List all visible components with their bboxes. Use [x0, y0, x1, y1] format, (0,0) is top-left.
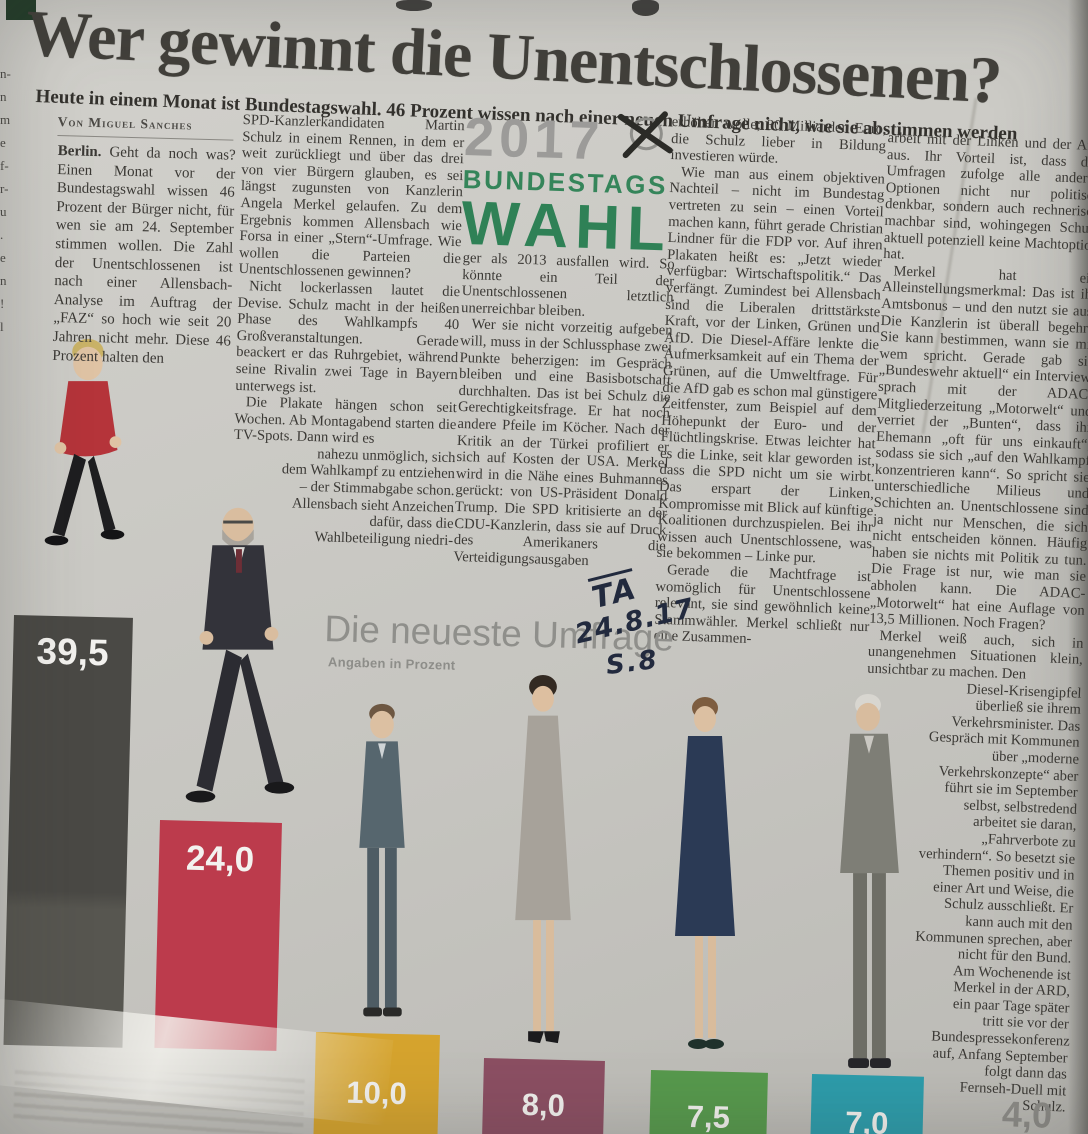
photo-schulz-walking [185, 507, 295, 803]
fragment: n [0, 273, 7, 288]
fragment: ! [0, 296, 5, 311]
chart-subtitle: Angaben in Prozent [327, 654, 456, 673]
poll-bar-wagenknecht: 8,0 [481, 1058, 605, 1134]
article-column-4: erhöhen wolle; 30 Milliarden Euro, die S… [653, 114, 886, 652]
fragment: n [0, 89, 7, 104]
fragment: l [0, 319, 4, 334]
paragraph: erhöhen wolle; 30 Milliarden Euro, die S… [670, 114, 887, 167]
photo-lindner-standing [359, 703, 405, 1017]
poll-bar-goering-eckardt: 7,5 [649, 1070, 768, 1134]
ballot-x-icon [617, 111, 673, 159]
cut-glyph-fragment [632, 0, 659, 16]
article-column-2: SPD-Kanzlerkandidaten Martin Schulz in e… [231, 112, 465, 549]
paragraph: Wie man aus einem objektiven Nachteil – … [656, 164, 886, 567]
photo-woman-blue-dress [675, 697, 735, 1049]
paragraph: Merkel hat ein Alleinstellungsmerkmal: D… [868, 263, 1088, 634]
dateline: Berlin. [57, 142, 102, 161]
fragment: u [0, 204, 7, 219]
paragraph-wrapped-around-photo: nahezu unmöglich, sich dem Wahlkampf zu … [281, 446, 456, 549]
paragraph: Nicht lockerlassen lautet die Devise. Sc… [235, 278, 461, 396]
photo-merkel-walking [44, 338, 125, 546]
paragraph: arbeit mit der Linken und der AfD aus. I… [882, 130, 1088, 263]
partial-bar-value-cut-off: 4,0 [1001, 1093, 1053, 1134]
paragraph: Berlin. Geht da noch was? Einen Monat vo… [52, 142, 236, 370]
paragraph: Die Plakate hängen schon seit Wochen. Ab… [233, 394, 458, 448]
cut-column-fragments: n- n m e f- r- u . e n ! l [0, 62, 15, 338]
handwritten-page-ref: S.8 [604, 644, 661, 682]
article-column-1: Berlin. Geht da noch was? Einen Monat vo… [52, 142, 236, 370]
fragment: . [0, 227, 4, 242]
page-edge-shadow [1068, 0, 1088, 1134]
paragraph: Wer sie nicht vorzeitig aufgeben will, m… [453, 316, 673, 569]
paragraph-wrapped-around-photo: Am Wochenende ist Merkel in der ARD, ein… [930, 962, 1071, 1116]
bar-value: 8,0 [521, 1086, 566, 1123]
fragment: m [0, 112, 11, 127]
corner-logo-fragment [6, 0, 36, 20]
photo-gauland-standing [840, 693, 899, 1069]
fragment: e [0, 135, 6, 150]
article-column-3: ger als 2013 ausfallen wird. So könnte e… [453, 250, 675, 572]
bar-value: 7,5 [686, 1098, 731, 1134]
paragraph: SPD-Kanzlerkandidaten Martin Schulz in e… [238, 112, 465, 283]
byline: Von Miguel Sanches [57, 114, 234, 141]
paragraph: ger als 2013 ausfallen wird. So könnte e… [460, 250, 675, 320]
fragment: r- [0, 181, 9, 196]
paragraph: Merkel weiß auch, sich in unangenehmen S… [867, 627, 1084, 683]
article-column-5: arbeit mit der Linken und der AfD aus. I… [850, 130, 1088, 1117]
paragraph-text: Geht da noch was? Einen Monat vor der Bu… [52, 144, 236, 367]
fragment: n- [0, 66, 11, 81]
cut-glyph-fragment [396, 0, 432, 11]
bundestagswahl-2017-logo: 2017 BUNDESTAGS WAHL [460, 107, 675, 265]
fragment: e [0, 250, 6, 265]
paragraph-wrapped-around-photo: Diesel-Krisengipfel überließ sie ihrem V… [914, 681, 1082, 967]
poll-bar-merkel: 39,5 [3, 615, 133, 1048]
photo-woman-gray-dress [515, 674, 571, 1044]
fragment: f- [0, 158, 9, 173]
